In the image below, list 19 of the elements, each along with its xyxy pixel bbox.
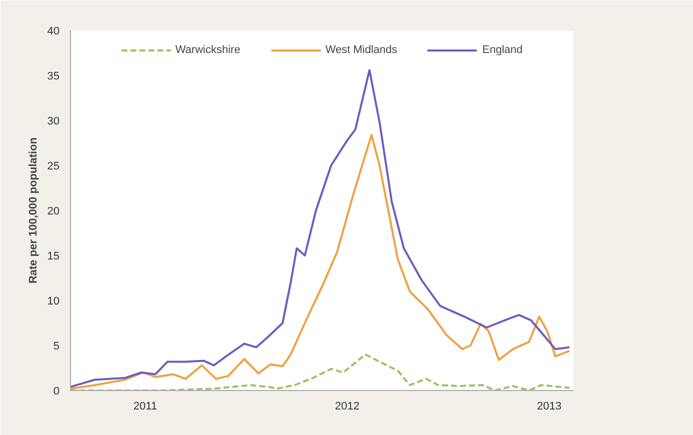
y-tick-label: 30 [47,116,60,128]
y-tick-label: 0 [53,386,60,398]
y-tick-label: 15 [47,250,60,262]
y-tick-label: 20 [47,206,60,218]
y-tick-label: 10 [47,296,60,308]
x-tick-label: 2011 [133,400,158,412]
legend-label: Warwickshire [175,44,240,56]
y-tick-label: 40 [47,26,60,38]
y-tick-label: 5 [53,340,60,352]
line-series [70,354,570,390]
x-tick-label: 2013 [537,400,562,412]
line-series [70,134,570,390]
legend-label: West Midlands [325,44,398,56]
legend-label: England [482,44,523,56]
x-tick-label: 2012 [335,400,360,412]
y-axis-title: Rate per 100,000 population [27,137,40,284]
y-tick-label: 35 [47,70,60,82]
y-tick-label: 25 [47,160,60,172]
line-series [70,69,570,388]
